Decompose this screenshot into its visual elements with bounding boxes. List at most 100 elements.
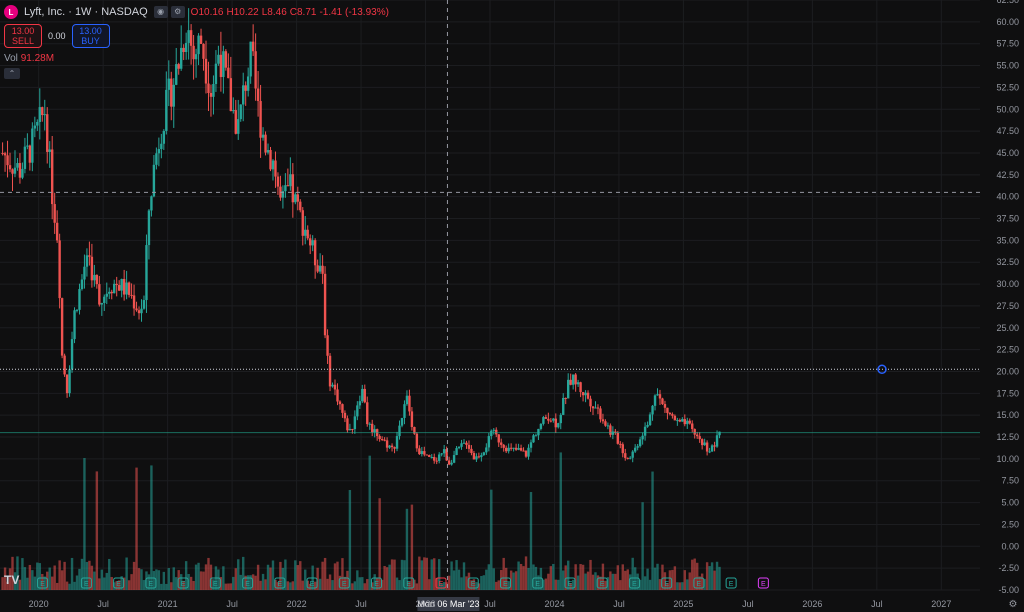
volume-name: Vol	[4, 53, 18, 64]
volume-bar	[135, 467, 138, 590]
candle-body	[11, 169, 14, 174]
volume-bar	[395, 577, 399, 590]
candle-body	[336, 389, 339, 402]
volume-bar	[544, 578, 548, 590]
candle-body	[286, 185, 290, 187]
volume-bar	[103, 577, 106, 590]
candle-body	[142, 300, 146, 309]
x-tick-label: 2023	[416, 599, 436, 609]
candle-body	[398, 425, 401, 437]
candle-body	[480, 455, 483, 458]
price-axis[interactable]: 62.50 60.00 57.50 55.00 52.50 50.00 47.50 45.00…	[980, 0, 1024, 612]
candle-body	[13, 167, 17, 174]
volume-bar	[130, 574, 133, 590]
volume-bar	[564, 565, 567, 590]
y-tick-label: 57.50	[996, 39, 1019, 49]
earnings-marker-icon	[661, 577, 673, 589]
volume-bar	[576, 575, 580, 590]
candle-body	[643, 426, 647, 436]
volume-bar	[284, 559, 287, 590]
earnings-marker-icon	[628, 577, 640, 589]
volume-bar	[559, 452, 562, 590]
volume-bar	[562, 570, 565, 590]
y-tick-label: 52.50	[996, 82, 1019, 92]
candle-body	[266, 150, 270, 153]
candle-body	[477, 456, 481, 458]
volume-bar	[475, 582, 478, 590]
volume-bar	[338, 575, 342, 590]
volume-bar	[710, 562, 714, 590]
volume-bar	[202, 571, 205, 590]
time-axis[interactable]: 2020 Jul 2021 Jul 2022 Jul 2023 Jul 2024 Jul 2025 J…	[29, 599, 1018, 610]
candle-body	[242, 85, 245, 105]
volume-bar	[142, 580, 146, 590]
volume-bar	[341, 558, 344, 590]
candle-body	[135, 308, 138, 311]
volume-bar	[361, 577, 364, 590]
volume-legend[interactable]: Vol 91.28M	[4, 53, 54, 64]
candle-body	[63, 355, 66, 375]
volume-bar	[140, 569, 143, 590]
candle-body	[234, 110, 237, 134]
open-value: O10.16	[190, 6, 224, 18]
volume-bar	[175, 577, 178, 590]
volume-bar	[3, 567, 7, 590]
candle-body	[237, 119, 240, 134]
y-tick-label: 35.00	[996, 235, 1019, 245]
price-axis-bg	[980, 0, 1024, 612]
candle-body	[517, 448, 520, 450]
candle-body	[462, 442, 466, 444]
volume-bar	[150, 465, 153, 590]
volume-bar	[457, 569, 461, 590]
candle-body	[713, 445, 716, 447]
volume-bar	[537, 575, 540, 590]
candle-body	[338, 401, 342, 405]
sell-button[interactable]: 13.00 SELL	[4, 24, 42, 48]
candle-body	[358, 401, 362, 406]
buy-button[interactable]: 13.00 BUY	[71, 24, 110, 48]
volume-bar	[326, 578, 329, 590]
candle-body	[88, 255, 91, 257]
volume-bar	[606, 577, 610, 590]
candle-body	[552, 418, 555, 421]
candle-body	[445, 449, 448, 461]
volume-bar	[224, 583, 228, 590]
candle-body	[574, 374, 577, 385]
volume-bar	[269, 567, 272, 590]
candle-body	[351, 428, 354, 430]
symbol-title[interactable]: Lyft, Inc. · 1W · NASDAQ	[24, 6, 148, 18]
x-tick-label: 2025	[673, 599, 693, 609]
candle-body	[591, 406, 595, 409]
earnings-marker-letter: E	[181, 581, 186, 588]
candle-body	[50, 149, 54, 205]
volume-bar	[447, 575, 451, 590]
volume-bar	[480, 576, 483, 590]
candle-body	[125, 282, 128, 295]
volume-bar	[487, 564, 491, 590]
tradingview-logo[interactable]: TV	[4, 573, 20, 587]
volume-bar	[242, 556, 245, 590]
candle-body	[331, 384, 334, 387]
volume-bar	[113, 582, 116, 590]
candle-body	[65, 374, 69, 394]
volume-bar	[599, 576, 602, 590]
earnings-marker-letter: E	[600, 581, 605, 588]
collapse-chevron-icon[interactable]: ⌃	[4, 68, 20, 79]
volume-bar	[671, 569, 674, 590]
candle-body	[562, 397, 565, 415]
candle-body	[601, 419, 605, 422]
volume-bar	[380, 579, 384, 590]
candle-body	[455, 448, 458, 456]
y-tick-label: 25.00	[996, 323, 1019, 333]
volume-bar	[308, 583, 312, 590]
volume-bar	[108, 558, 111, 590]
volume-bar	[162, 571, 166, 590]
volume-bar	[507, 581, 510, 590]
candle-body	[691, 423, 694, 430]
settings-icon[interactable]: ⚙	[170, 6, 185, 18]
eye-icon[interactable]: ◉	[153, 6, 168, 18]
candle-body	[661, 398, 664, 405]
candle-body	[115, 283, 118, 286]
